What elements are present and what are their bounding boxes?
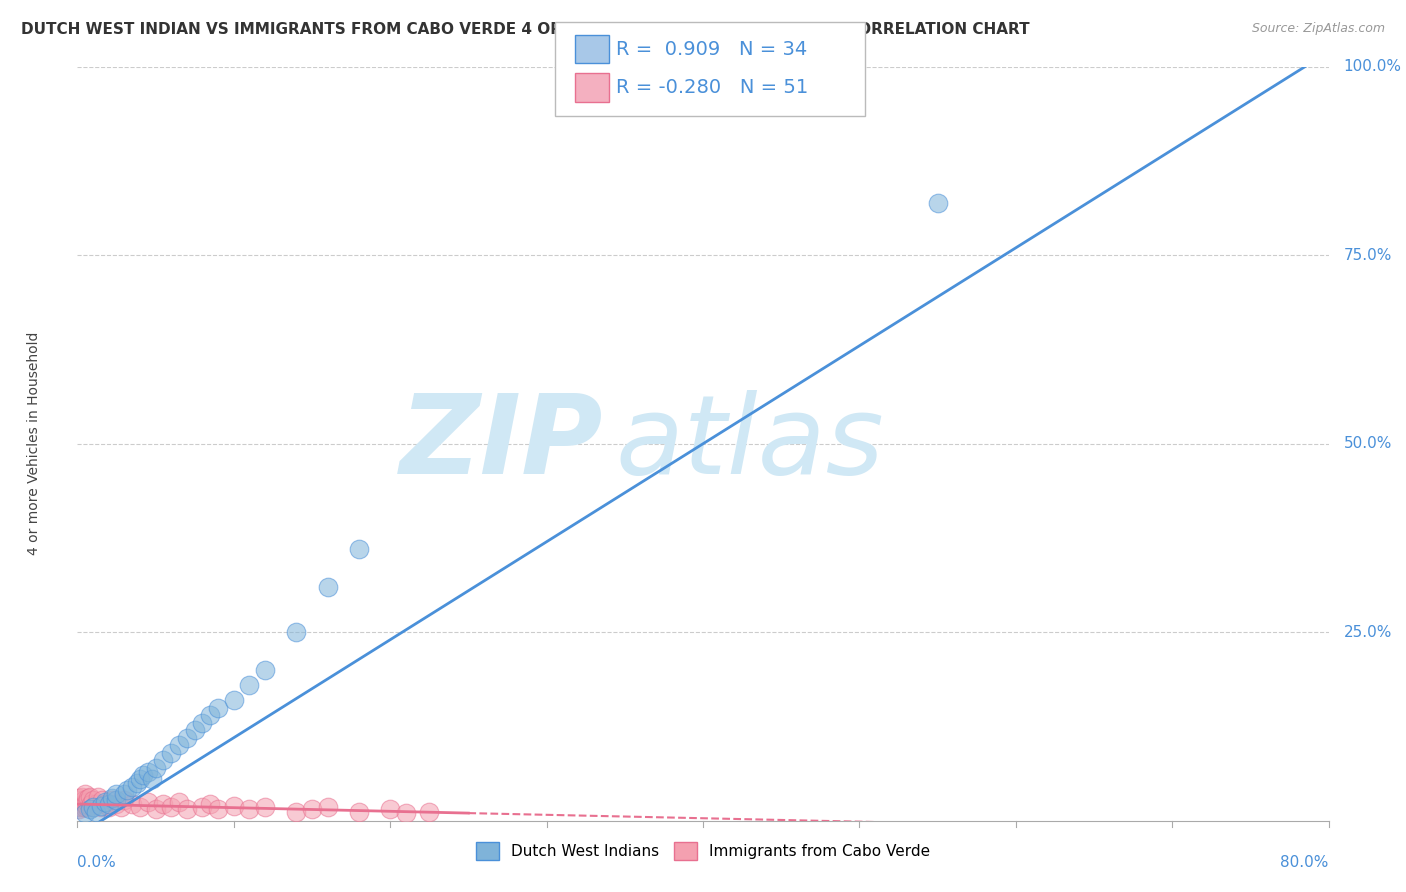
- Text: 75.0%: 75.0%: [1344, 248, 1392, 263]
- Point: [75, 787, 97, 801]
- Point: [94, 795, 117, 809]
- Point: [207, 700, 229, 714]
- Text: 0.0%: 0.0%: [77, 855, 117, 870]
- Point: [84, 797, 107, 811]
- Point: [927, 195, 949, 210]
- Point: [105, 787, 128, 801]
- Point: [238, 678, 260, 692]
- Point: [97, 800, 120, 814]
- Point: [117, 783, 139, 797]
- Point: [145, 761, 167, 775]
- Point: [97, 797, 120, 811]
- Point: [70, 797, 93, 811]
- Text: ZIP: ZIP: [399, 391, 603, 497]
- Point: [79, 789, 101, 804]
- Point: [285, 805, 308, 819]
- Text: Source: ZipAtlas.com: Source: ZipAtlas.com: [1251, 22, 1385, 36]
- Point: [207, 802, 229, 816]
- Point: [191, 715, 214, 730]
- Point: [66, 795, 89, 809]
- Point: [253, 800, 276, 814]
- Point: [67, 802, 90, 816]
- Legend: Dutch West Indians, Immigrants from Cabo Verde: Dutch West Indians, Immigrants from Cabo…: [470, 836, 936, 866]
- Point: [82, 800, 104, 814]
- Point: [129, 800, 152, 814]
- Point: [183, 723, 205, 738]
- Point: [75, 806, 97, 821]
- Point: [69, 800, 91, 814]
- Point: [222, 798, 245, 813]
- Point: [238, 802, 260, 816]
- Text: 4 or more Vehicles in Household: 4 or more Vehicles in Household: [27, 332, 41, 556]
- Point: [105, 792, 128, 806]
- Point: [129, 772, 152, 787]
- Point: [79, 798, 101, 813]
- Point: [347, 542, 370, 557]
- Point: [152, 753, 174, 767]
- Point: [176, 802, 198, 816]
- Point: [76, 800, 98, 814]
- Point: [132, 768, 155, 782]
- Point: [141, 772, 163, 787]
- Text: R =  0.909   N = 34: R = 0.909 N = 34: [616, 39, 807, 59]
- Text: 50.0%: 50.0%: [1344, 436, 1392, 451]
- Point: [86, 789, 108, 804]
- Point: [84, 805, 107, 819]
- Point: [82, 792, 104, 806]
- Point: [152, 797, 174, 811]
- Point: [100, 791, 122, 805]
- Point: [66, 798, 89, 813]
- Point: [200, 797, 222, 811]
- Point: [77, 791, 100, 805]
- Point: [253, 663, 276, 677]
- Point: [75, 797, 97, 811]
- Point: [70, 789, 93, 804]
- Point: [200, 708, 222, 723]
- Point: [112, 787, 135, 801]
- Point: [80, 797, 103, 811]
- Point: [69, 792, 91, 806]
- Point: [67, 791, 90, 805]
- Point: [316, 580, 339, 594]
- Point: [100, 792, 122, 806]
- Point: [347, 805, 370, 819]
- Point: [136, 764, 159, 779]
- Point: [167, 795, 190, 809]
- Point: [110, 800, 132, 814]
- Text: R = -0.280   N = 51: R = -0.280 N = 51: [616, 78, 808, 97]
- Point: [82, 800, 104, 814]
- Text: 25.0%: 25.0%: [1344, 624, 1392, 640]
- Point: [136, 795, 159, 809]
- Text: atlas: atlas: [616, 391, 884, 497]
- Point: [285, 625, 308, 640]
- Text: 80.0%: 80.0%: [1281, 855, 1329, 870]
- Point: [145, 802, 167, 816]
- Point: [94, 797, 117, 811]
- Point: [91, 792, 114, 806]
- Point: [72, 792, 94, 806]
- Point: [79, 802, 101, 816]
- Point: [160, 746, 183, 760]
- Point: [301, 802, 323, 816]
- Text: DUTCH WEST INDIAN VS IMMIGRANTS FROM CABO VERDE 4 OR MORE VEHICLES IN HOUSEHOLD : DUTCH WEST INDIAN VS IMMIGRANTS FROM CAB…: [21, 22, 1029, 37]
- Point: [167, 739, 190, 753]
- Point: [125, 776, 148, 790]
- Point: [380, 802, 402, 816]
- Point: [112, 792, 135, 806]
- Point: [191, 800, 214, 814]
- Point: [121, 797, 143, 811]
- Point: [316, 800, 339, 814]
- Point: [121, 780, 143, 794]
- Point: [90, 798, 112, 813]
- Text: 100.0%: 100.0%: [1344, 60, 1402, 74]
- Point: [76, 795, 98, 809]
- Point: [418, 805, 440, 819]
- Point: [90, 800, 112, 814]
- Point: [222, 693, 245, 707]
- Point: [160, 800, 183, 814]
- Point: [72, 800, 94, 814]
- Point: [176, 731, 198, 745]
- Point: [395, 806, 418, 821]
- Point: [105, 797, 128, 811]
